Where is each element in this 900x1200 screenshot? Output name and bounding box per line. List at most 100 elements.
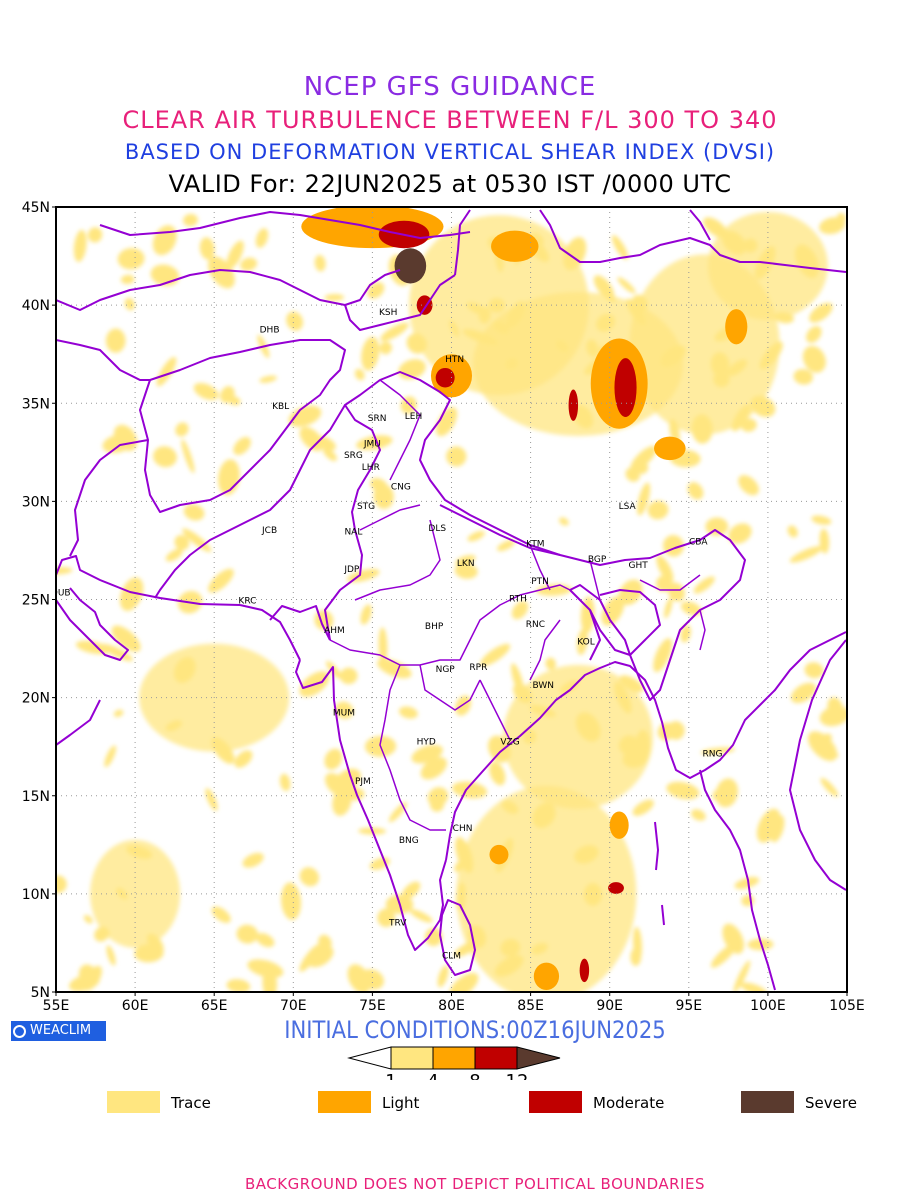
turbulence-patches	[301, 207, 748, 991]
trace-speckle	[806, 326, 822, 343]
trace-speckle	[105, 328, 126, 353]
coastline-east-india	[445, 631, 847, 861]
station-lhr: LHR	[362, 463, 380, 473]
trace-speckle	[150, 264, 180, 286]
trace-speckle	[681, 601, 702, 616]
boundary-iran	[56, 339, 150, 557]
grid-lines	[56, 207, 847, 992]
trace-speckle	[111, 625, 141, 652]
station-dls: DLS	[428, 524, 446, 534]
trace-speckle	[819, 217, 846, 235]
trace-speckle	[401, 881, 421, 900]
trace-speckle	[451, 781, 488, 799]
trace-speckle	[226, 979, 251, 992]
station-lsa: LSA	[619, 502, 637, 512]
trace-speckle	[618, 579, 643, 606]
colorbar: 1 4 8 12	[347, 1046, 561, 1080]
turbulence-patch-light	[609, 811, 629, 839]
trace-speckle	[420, 757, 447, 780]
trace-speckle	[324, 293, 345, 301]
andaman-islands	[654, 821, 665, 926]
trace-speckle	[446, 446, 467, 467]
legend-swatch-light	[318, 1091, 371, 1113]
trace-speckle	[208, 568, 234, 593]
trace-speckle	[558, 517, 569, 526]
station-ksh: KSH	[379, 308, 397, 318]
trace-speckle	[722, 923, 745, 954]
trace-speckle	[119, 577, 144, 611]
trace-speckle	[240, 257, 258, 271]
weaclim-badge[interactable]: WEACLIM	[11, 1021, 106, 1041]
trace-speckle	[181, 439, 195, 474]
trace-speckle	[809, 302, 833, 323]
turbulence-patch-moderate	[416, 295, 433, 315]
trace-speckle	[593, 275, 615, 299]
x-tick-label: 70E	[280, 998, 307, 1014]
x-tick-label: 55E	[43, 998, 70, 1014]
trace-speckle	[339, 667, 358, 685]
boundary-nepal	[439, 504, 561, 556]
trace-speckle	[104, 745, 117, 768]
station-pjm: PJM	[355, 777, 371, 787]
trace-speckle	[740, 982, 768, 992]
station-bng: BNG	[399, 836, 419, 846]
trace-speckle	[153, 446, 177, 468]
trace-speckle	[728, 523, 752, 544]
trace-speckle	[819, 733, 832, 747]
trace-speckle	[360, 604, 372, 625]
trace-speckle	[437, 965, 449, 988]
trace-speckle	[734, 876, 760, 890]
trace-speckle	[78, 964, 98, 987]
trace-speckle	[259, 375, 277, 383]
coastline-thailand	[789, 639, 847, 891]
station-htn: HTN	[445, 355, 464, 365]
turbulence-patch-light	[491, 230, 539, 262]
trace-speckle	[409, 909, 433, 923]
station-ptn: PTN	[531, 577, 549, 587]
trace-speckle	[630, 445, 657, 471]
trace-speckle	[380, 322, 409, 342]
y-tick-label: 40N	[22, 298, 50, 314]
trace-speckle	[617, 277, 636, 294]
y-tick-label: 5N	[31, 985, 50, 1001]
trace-speckle	[653, 638, 673, 673]
trace-speckle	[113, 709, 124, 718]
trace-speckle	[545, 657, 556, 670]
trace-speckle	[804, 662, 824, 679]
turbulence-patch-moderate	[579, 958, 590, 983]
station-rng: RNG	[703, 750, 723, 760]
trace-speckle	[480, 643, 511, 667]
trace-speckle	[656, 575, 673, 592]
trace-speckle	[322, 447, 337, 462]
trace-speckle	[827, 697, 844, 721]
trace-speckle	[117, 248, 145, 270]
trace-speckle	[183, 504, 205, 521]
station-kbl: KBL	[272, 402, 289, 412]
trace-speckle	[424, 927, 443, 947]
x-tick-label: 65E	[201, 998, 228, 1014]
trace-speckle	[377, 658, 412, 679]
trace-speckle	[400, 396, 417, 414]
station-bwn: BWN	[533, 681, 555, 691]
trace-speckle	[489, 761, 506, 786]
trace-speckle	[656, 555, 674, 583]
station-lkn: LKN	[457, 559, 475, 569]
boundary-states-1	[329, 379, 706, 831]
trace-speckle	[398, 359, 426, 380]
trace-speckle	[377, 908, 396, 928]
trace-speckle	[73, 229, 87, 262]
station-stg: STG	[357, 502, 375, 512]
boundary-kazakh	[99, 211, 471, 239]
trace-speckle	[279, 773, 291, 791]
turbulence-patch-severe	[394, 248, 427, 284]
station-nal: NAL	[344, 528, 362, 538]
initial-conditions: INITIAL CONDITIONS:00Z16JUN2025	[284, 1016, 666, 1044]
trace-speckle	[378, 627, 388, 665]
station-mum: MUM	[333, 708, 355, 718]
trace-speckle	[705, 517, 729, 536]
turbulence-patch-light	[654, 436, 686, 461]
station-bhp: BHP	[425, 622, 444, 632]
trace-speckle	[664, 597, 673, 619]
